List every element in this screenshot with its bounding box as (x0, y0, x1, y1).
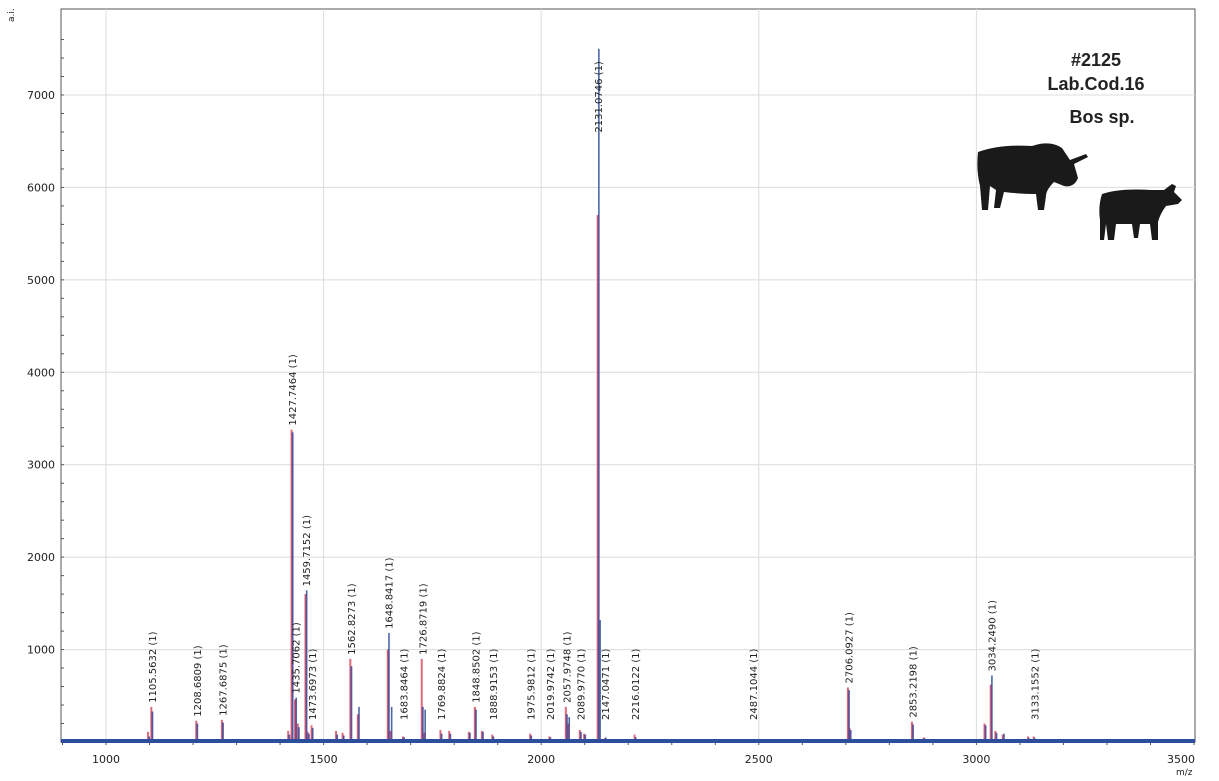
peak-label: 1459.7152 (1) (302, 515, 313, 587)
spectrum-baseline (61, 739, 1195, 743)
peak-labels: 1105.5632 (1) 1208.6809 (1) 1267.6875 (1) 1… (148, 61, 1041, 720)
y-tick-labels: 1000 2000 3000 4000 5000 6000 7000 (27, 89, 55, 657)
calf-silhouette-icon (1099, 184, 1182, 240)
peak-label: 1473.6973 (1) (308, 648, 319, 720)
peak-label: 1562.8273 (1) (347, 583, 358, 655)
peak-label: 2131.0746 (1) (594, 61, 605, 133)
peak-label: 2706.0927 (1) (844, 612, 855, 684)
peak-label: 1888.9153 (1) (489, 648, 500, 720)
y-axis-label: a.i. (7, 8, 17, 22)
y-tick-label: 4000 (27, 366, 55, 379)
grid-lines (61, 9, 1195, 742)
peak-label: 1975.9812 (1) (527, 648, 538, 720)
x-tick-labels: 1000 1500 2000 2500 3000 3500 (92, 753, 1195, 766)
peak-label: 1427.7464 (1) (288, 354, 299, 426)
y-tick-label: 3000 (27, 459, 55, 472)
peak-label: 1267.6875 (1) (218, 644, 229, 716)
peak-label: 2216.0122 (1) (631, 648, 642, 720)
peak-label: 1726.8719 (1) (418, 583, 429, 655)
peak-label: 1435.7062 (1) (292, 622, 303, 694)
x-tick-label: 1500 (310, 753, 338, 766)
y-tick-label: 5000 (27, 274, 55, 287)
peak-label: 3034.2490 (1) (987, 600, 998, 672)
peak-label: 2057.9748 (1) (562, 631, 573, 703)
peak-label: 1105.5632 (1) (148, 631, 159, 703)
x-tick-label: 1000 (92, 753, 120, 766)
plot-frame (60, 8, 1196, 743)
peak-label: 2487.1044 (1) (749, 648, 760, 720)
annotation-lab-code: Lab.Cod.16 (1047, 74, 1144, 94)
peak-label: 2019.9742 (1) (546, 648, 557, 720)
x-tick-label: 2000 (527, 753, 555, 766)
peak-label: 1648.8417 (1) (384, 557, 395, 629)
annotation-species: Bos sp. (1069, 107, 1134, 127)
y-tick-label: 6000 (27, 181, 55, 194)
x-axis-label: m/z (1176, 768, 1193, 778)
peak-label: 2147.0471 (1) (601, 648, 612, 720)
cow-silhouette-icon (977, 143, 1088, 210)
x-tick-label: 2500 (745, 753, 773, 766)
peak-label: 1769.8824 (1) (437, 648, 448, 720)
peak-label: 1683.8464 (1) (400, 648, 411, 720)
y-tick-label: 7000 (27, 89, 55, 102)
peak-label: 2853.2198 (1) (909, 646, 920, 718)
peak-label: 1848.8502 (1) (471, 631, 482, 703)
x-tick-label: 3500 (1167, 753, 1195, 766)
y-tick-label: 2000 (27, 551, 55, 564)
peak-label: 3133.1552 (1) (1030, 648, 1041, 720)
annotation-sample-id: #2125 (1071, 50, 1121, 70)
y-tick-label: 1000 (27, 644, 55, 657)
x-tick-label: 3000 (962, 753, 990, 766)
peak-label: 2089.9770 (1) (576, 648, 587, 720)
peak-label: 1208.6809 (1) (193, 645, 204, 717)
